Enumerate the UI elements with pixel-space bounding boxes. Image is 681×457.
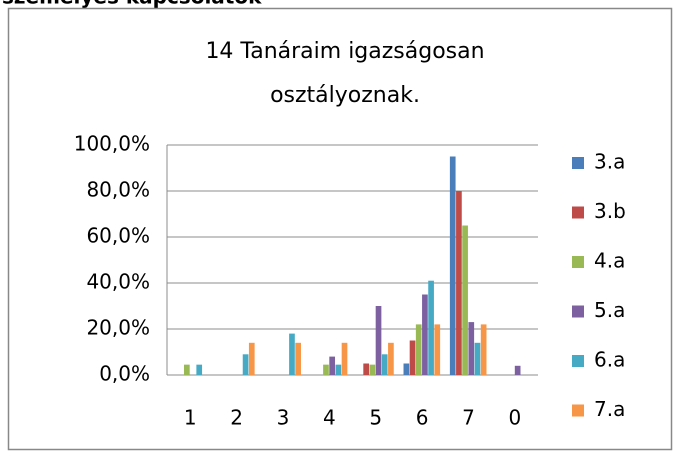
x-tick-label: 2 <box>230 406 243 430</box>
bar <box>514 365 521 375</box>
legend-label: 5.a <box>594 298 625 322</box>
x-tick-label: 1 <box>184 406 197 430</box>
legend-swatch <box>572 404 584 417</box>
x-tick-label: 4 <box>323 406 336 430</box>
x-tick-label: 6 <box>416 406 429 430</box>
chart-border <box>7 7 673 451</box>
chart-title: 14 Tanáraim igazságosan <box>205 39 484 64</box>
bar <box>248 342 255 375</box>
bar <box>480 324 487 375</box>
legend-swatch <box>572 157 584 169</box>
legend-label: 7.a <box>594 397 625 421</box>
legend-label: 3.a <box>594 150 625 174</box>
bar <box>369 364 376 375</box>
y-tick-label: 80,0% <box>86 178 150 202</box>
bar <box>422 294 428 375</box>
x-tick-label: 5 <box>369 406 382 430</box>
bar <box>409 340 416 375</box>
bar <box>196 364 203 375</box>
bar <box>468 322 475 375</box>
legend-swatch <box>572 355 584 367</box>
legend-swatch <box>572 256 584 268</box>
bar <box>335 364 342 375</box>
legend-label: 3.b <box>594 199 626 223</box>
bar <box>434 324 441 375</box>
bar <box>341 342 348 375</box>
x-tick-label: 3 <box>277 406 290 430</box>
bar <box>375 306 382 375</box>
chart-title: osztályoznak. <box>270 83 420 108</box>
bar <box>428 280 434 375</box>
bar <box>295 342 301 375</box>
bar <box>184 364 190 375</box>
bar <box>363 363 370 375</box>
bar <box>388 342 394 375</box>
bar <box>415 324 422 375</box>
y-tick-label: 40,0% <box>86 270 150 294</box>
y-tick-label: 60,0% <box>86 224 150 248</box>
page-header: személyes kapcsolatok <box>2 0 262 9</box>
legend-label: 4.a <box>594 249 625 273</box>
bar <box>474 342 481 375</box>
bar <box>403 363 410 375</box>
bar <box>456 191 462 375</box>
legend-label: 6.a <box>594 348 625 372</box>
y-tick-label: 0,0% <box>99 362 150 386</box>
y-tick-label: 100,0% <box>74 132 150 156</box>
legend-swatch <box>572 305 584 318</box>
x-tick-label: 0 <box>508 406 521 430</box>
x-tick-label: 7 <box>462 406 475 430</box>
bar <box>449 156 456 375</box>
bar <box>242 354 249 375</box>
bar <box>462 225 468 375</box>
bar <box>289 333 295 375</box>
bar <box>329 356 335 375</box>
bar <box>381 354 388 375</box>
legend-swatch <box>572 206 584 219</box>
y-tick-label: 20,0% <box>86 316 150 340</box>
bar <box>323 364 329 375</box>
